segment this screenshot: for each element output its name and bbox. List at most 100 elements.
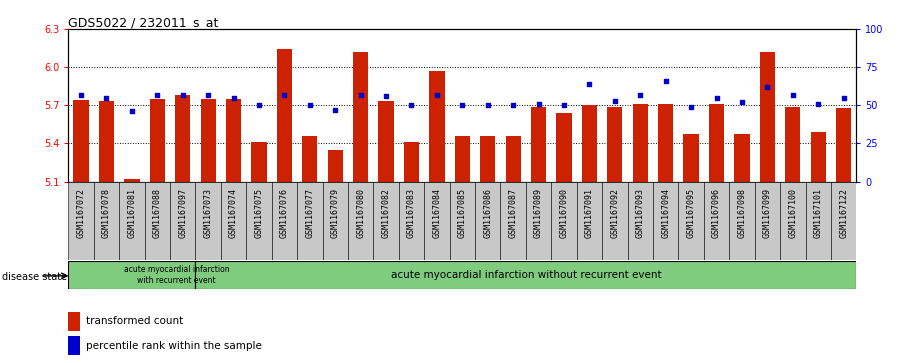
Text: GSM1167098: GSM1167098 bbox=[737, 188, 746, 238]
Text: GSM1167081: GSM1167081 bbox=[128, 188, 137, 238]
Bar bbox=[322, 182, 348, 260]
Text: GSM1167076: GSM1167076 bbox=[280, 188, 289, 238]
Point bbox=[633, 92, 648, 98]
Bar bbox=[429, 71, 445, 182]
Bar bbox=[658, 104, 673, 182]
Bar bbox=[68, 312, 80, 331]
Text: GSM1167099: GSM1167099 bbox=[763, 188, 772, 238]
Bar bbox=[683, 134, 699, 182]
Text: transformed count: transformed count bbox=[86, 316, 183, 326]
Bar bbox=[785, 106, 801, 182]
Bar bbox=[531, 106, 547, 182]
Bar bbox=[500, 182, 526, 260]
Bar bbox=[145, 182, 170, 260]
Text: acute myocardial infarction without recurrent event: acute myocardial infarction without recu… bbox=[391, 270, 661, 280]
Bar bbox=[98, 101, 114, 182]
Text: GSM1167073: GSM1167073 bbox=[204, 188, 212, 238]
Bar bbox=[425, 182, 450, 260]
Text: acute myocardial infarction
with recurrent event: acute myocardial infarction with recurre… bbox=[124, 265, 230, 285]
Bar bbox=[729, 182, 754, 260]
Bar bbox=[119, 182, 145, 260]
Bar bbox=[399, 182, 425, 260]
Point bbox=[302, 102, 317, 108]
Point bbox=[710, 95, 724, 101]
Bar bbox=[805, 182, 831, 260]
Bar bbox=[68, 182, 94, 260]
Text: GSM1167093: GSM1167093 bbox=[636, 188, 645, 238]
Point bbox=[251, 102, 266, 108]
Bar bbox=[557, 113, 571, 182]
Text: GSM1167080: GSM1167080 bbox=[356, 188, 365, 238]
Text: GSM1167072: GSM1167072 bbox=[77, 188, 86, 238]
Bar bbox=[760, 52, 775, 182]
Point bbox=[328, 107, 343, 113]
Point bbox=[684, 104, 699, 110]
Text: GSM1167096: GSM1167096 bbox=[712, 188, 721, 238]
Point bbox=[430, 92, 445, 98]
Point bbox=[836, 95, 851, 101]
Point bbox=[99, 95, 114, 101]
Bar bbox=[302, 136, 317, 182]
Bar bbox=[297, 182, 322, 260]
Text: GDS5022 / 232011_s_at: GDS5022 / 232011_s_at bbox=[68, 16, 219, 29]
Text: GSM1167086: GSM1167086 bbox=[483, 188, 492, 238]
Bar bbox=[526, 182, 551, 260]
Text: GSM1167090: GSM1167090 bbox=[559, 188, 568, 238]
Bar bbox=[149, 99, 165, 182]
Point bbox=[200, 92, 215, 98]
Bar bbox=[68, 261, 196, 289]
Bar bbox=[602, 182, 628, 260]
Point bbox=[150, 92, 165, 98]
Point bbox=[506, 102, 520, 108]
Bar bbox=[577, 182, 602, 260]
Bar bbox=[780, 182, 805, 260]
Text: GSM1167074: GSM1167074 bbox=[229, 188, 238, 238]
Bar bbox=[754, 182, 780, 260]
Bar bbox=[811, 132, 826, 182]
Bar bbox=[608, 106, 622, 182]
Text: GSM1167100: GSM1167100 bbox=[788, 188, 797, 238]
Bar bbox=[709, 104, 724, 182]
Bar bbox=[653, 182, 679, 260]
Bar bbox=[200, 99, 216, 182]
Bar bbox=[226, 99, 241, 182]
Point bbox=[480, 102, 495, 108]
Text: GSM1167075: GSM1167075 bbox=[254, 188, 263, 238]
Point bbox=[811, 101, 825, 107]
Text: GSM1167084: GSM1167084 bbox=[433, 188, 442, 238]
Text: GSM1167095: GSM1167095 bbox=[687, 188, 696, 238]
Point bbox=[277, 92, 292, 98]
Bar bbox=[480, 136, 496, 182]
Point bbox=[608, 98, 622, 103]
Bar bbox=[679, 182, 704, 260]
Bar bbox=[836, 108, 851, 182]
Point bbox=[379, 93, 394, 99]
Text: GSM1167083: GSM1167083 bbox=[407, 188, 416, 238]
Point bbox=[404, 102, 419, 108]
Text: GSM1167088: GSM1167088 bbox=[153, 188, 162, 238]
Text: GSM1167101: GSM1167101 bbox=[814, 188, 823, 238]
Bar bbox=[734, 134, 750, 182]
Bar bbox=[506, 136, 521, 182]
Bar bbox=[74, 100, 88, 182]
Bar bbox=[353, 52, 368, 182]
Bar bbox=[68, 336, 80, 355]
Text: GSM1167122: GSM1167122 bbox=[839, 188, 848, 238]
Bar bbox=[551, 182, 577, 260]
Point bbox=[74, 92, 88, 98]
Text: GSM1167078: GSM1167078 bbox=[102, 188, 111, 238]
Bar bbox=[271, 182, 297, 260]
Bar bbox=[628, 182, 653, 260]
Bar bbox=[704, 182, 729, 260]
Point bbox=[125, 109, 139, 114]
Point bbox=[659, 78, 673, 84]
Bar bbox=[374, 182, 399, 260]
Text: GSM1167082: GSM1167082 bbox=[382, 188, 391, 238]
Point bbox=[226, 95, 241, 101]
Bar bbox=[632, 104, 648, 182]
Bar bbox=[328, 150, 343, 182]
Text: GSM1167097: GSM1167097 bbox=[179, 188, 188, 238]
Bar bbox=[220, 182, 246, 260]
Bar bbox=[170, 182, 196, 260]
Point bbox=[531, 101, 546, 107]
